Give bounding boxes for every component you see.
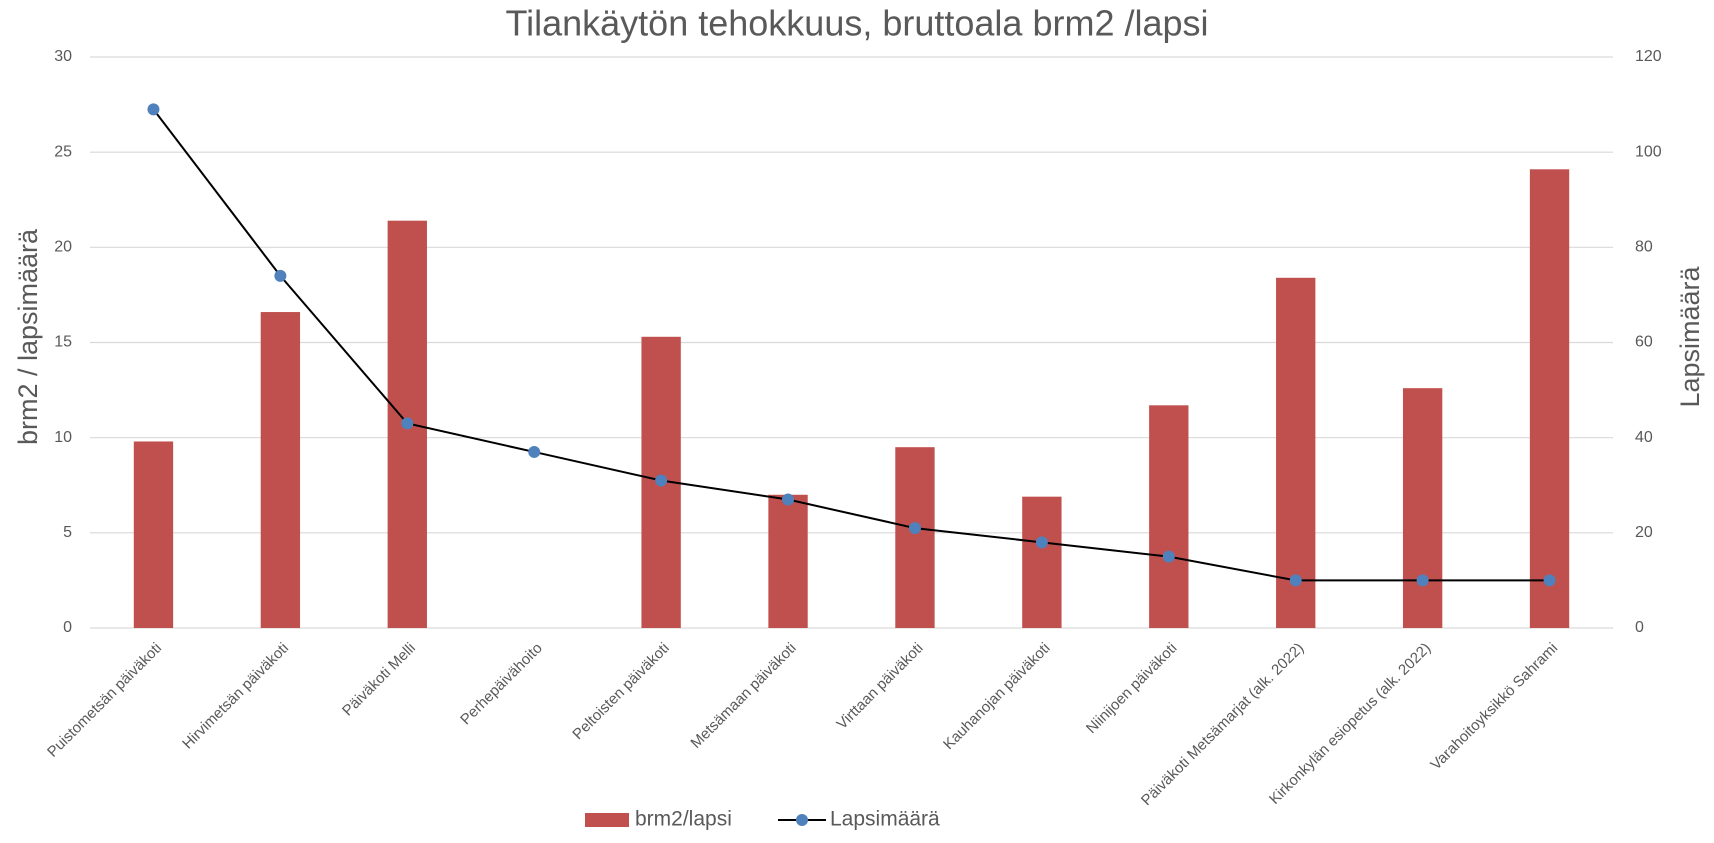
bar <box>260 312 301 628</box>
y-tick-label: 25 <box>54 143 72 160</box>
x-tick-label: Niinijoen päiväkoti <box>1083 640 1181 738</box>
y2-tick-label: 0 <box>1635 619 1644 636</box>
line-marker <box>908 522 921 535</box>
line-marker <box>1289 574 1302 587</box>
bar <box>1276 277 1316 628</box>
line-marker <box>1543 574 1556 587</box>
line-marker <box>1416 574 1429 587</box>
bar <box>895 447 935 628</box>
line-marker <box>528 445 541 458</box>
y-tick-label: 30 <box>54 48 72 65</box>
line-marker <box>782 493 795 506</box>
legend-label: Lapsimäärä <box>830 808 940 831</box>
y2-tick-label: 20 <box>1635 524 1653 541</box>
x-tick-label: Varahoitoyksikkö Sahrami <box>1427 640 1561 774</box>
bar <box>1022 496 1062 628</box>
y-axis-title: brm2 / lapsimäärä <box>13 228 43 445</box>
legend-swatch <box>585 813 629 827</box>
y2-tick-label: 100 <box>1635 143 1662 160</box>
x-tick-label: Virttaan päiväkoti <box>833 640 926 733</box>
chart-title: Tilankäytön tehokkuus, bruttoala brm2 /l… <box>505 3 1208 44</box>
y-tick-label: 10 <box>54 429 72 446</box>
y-tick-label: 15 <box>54 334 72 351</box>
y-tick-label: 0 <box>63 619 72 636</box>
y2-tick-label: 120 <box>1635 48 1662 65</box>
x-tick-label: Hirvimetsän päiväkoti <box>179 640 292 753</box>
y2-axis-title: Lapsimäärä <box>1675 265 1705 407</box>
bar <box>768 494 808 628</box>
bar <box>133 441 174 628</box>
x-tick-label: Puistometsän päiväkoti <box>44 640 165 761</box>
x-tick-label: Kauhanojan päiväkoti <box>940 640 1053 753</box>
line-marker <box>655 474 668 487</box>
x-tick-label: Päiväkoti Melli <box>339 640 419 720</box>
x-tick-label: Perhepäivähoito <box>457 640 546 729</box>
line-marker <box>401 417 414 430</box>
y-tick-label: 20 <box>54 239 72 256</box>
legend-swatch <box>796 814 808 826</box>
line-marker <box>1035 536 1048 549</box>
x-tick-label: Peltoisten päiväkoti <box>569 640 672 743</box>
bar <box>1149 405 1189 628</box>
y2-tick-label: 60 <box>1635 334 1653 351</box>
x-tick-label: Metsämaan päiväkoti <box>687 640 799 752</box>
y2-tick-label: 80 <box>1635 239 1653 256</box>
line-marker <box>1162 550 1175 563</box>
bar <box>1402 388 1443 628</box>
line <box>152 108 1550 582</box>
legend-label: brm2/lapsi <box>635 808 732 831</box>
y2-tick-label: 40 <box>1635 429 1653 446</box>
line-marker <box>147 103 160 116</box>
line-marker <box>274 269 287 282</box>
bar <box>1529 169 1570 628</box>
y-tick-label: 5 <box>63 524 72 541</box>
